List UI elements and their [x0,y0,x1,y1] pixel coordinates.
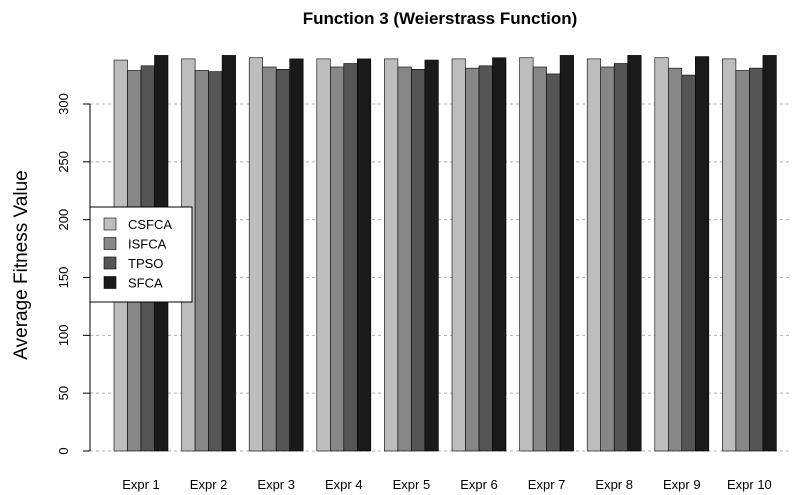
bar-csfca-7 [519,57,534,452]
bar-isfca-5 [397,66,412,452]
bar-sfca-8 [627,55,642,452]
bar-tpso-3 [275,69,291,452]
bar-tpso-6 [478,65,493,452]
y-tick-label: 100 [56,324,71,346]
y-tick-label: 150 [56,267,71,289]
bar-tpso-2 [208,71,223,452]
y-tick-label: 300 [56,93,71,115]
legend-swatch-tpso [103,256,117,270]
bar-tpso-5 [411,69,426,452]
legend-label-sfca: SFCA [128,276,163,291]
bar-tpso-10 [749,67,764,452]
x-category-label: Expr 2 [190,477,228,492]
bar-csfca-4 [316,58,331,452]
legend: CSFCA ISFCA TPSO SFCA [89,206,193,303]
legend-swatch-csfca [103,217,117,231]
chart-title: Function 3 (Weierstrass Function) [303,9,578,28]
bar-sfca-2 [221,55,236,452]
x-category-label: Expr 7 [528,477,566,492]
bar-isfca-7 [532,66,547,452]
x-category-label: Expr 5 [393,477,431,492]
y-tick-label: 0 [56,447,71,454]
y-axis: 0 50 100 150 200 250 300 [56,93,91,455]
bar-tpso-7 [546,73,561,452]
y-tick-label: 50 [56,386,71,400]
bar-isfca-3 [262,66,277,452]
bar-csfca-8 [586,58,602,452]
bar-sfca-4 [356,58,372,452]
bar-csfca-6 [451,58,466,452]
bar-sfca-7 [559,55,574,452]
x-category-label: Expr 8 [595,477,633,492]
x-category-label: Expr 4 [325,477,363,492]
bar-isfca-2 [194,70,209,452]
y-tick-label: 250 [56,151,71,173]
y-axis-label: Average Fitness Value [11,170,32,359]
bar-isfca-8 [600,66,615,452]
y-tick-label: 200 [56,209,71,231]
bar-isfca-10 [735,70,750,452]
bar-csfca-5 [384,58,399,452]
legend-label-tpso: TPSO [128,256,163,271]
bar-csfca-9 [654,57,669,452]
x-category-label: Expr 10 [727,477,772,492]
bar-csfca-3 [248,57,263,452]
bar-csfca-10 [722,58,737,452]
legend-swatch-isfca [103,237,117,250]
bar-sfca-10 [762,55,777,452]
x-category-label: Expr 9 [663,477,701,492]
legend-swatch-sfca [103,276,117,289]
bar-tpso-9 [681,74,696,452]
bar-isfca-4 [329,66,345,452]
x-axis-category-labels: Expr 1 Expr 2 Expr 3 Expr 4 Expr 5 Expr 6 Expr… [122,477,772,492]
bar-sfca-3 [289,58,304,452]
x-category-label: Expr 6 [460,477,498,492]
x-category-label: Expr 3 [257,477,295,492]
x-category-label: Expr 1 [122,477,160,492]
bar-sfca-5 [424,59,439,452]
bars [113,55,777,452]
legend-label-csfca: CSFCA [128,217,172,232]
legend-label-isfca: ISFCA [128,237,167,252]
bar-tpso-4 [343,63,358,452]
bar-sfca-6 [492,57,507,452]
bar-sfca-9 [694,56,710,452]
bar-isfca-9 [667,67,683,452]
bar-tpso-8 [613,63,629,452]
bar-isfca-6 [465,67,480,452]
